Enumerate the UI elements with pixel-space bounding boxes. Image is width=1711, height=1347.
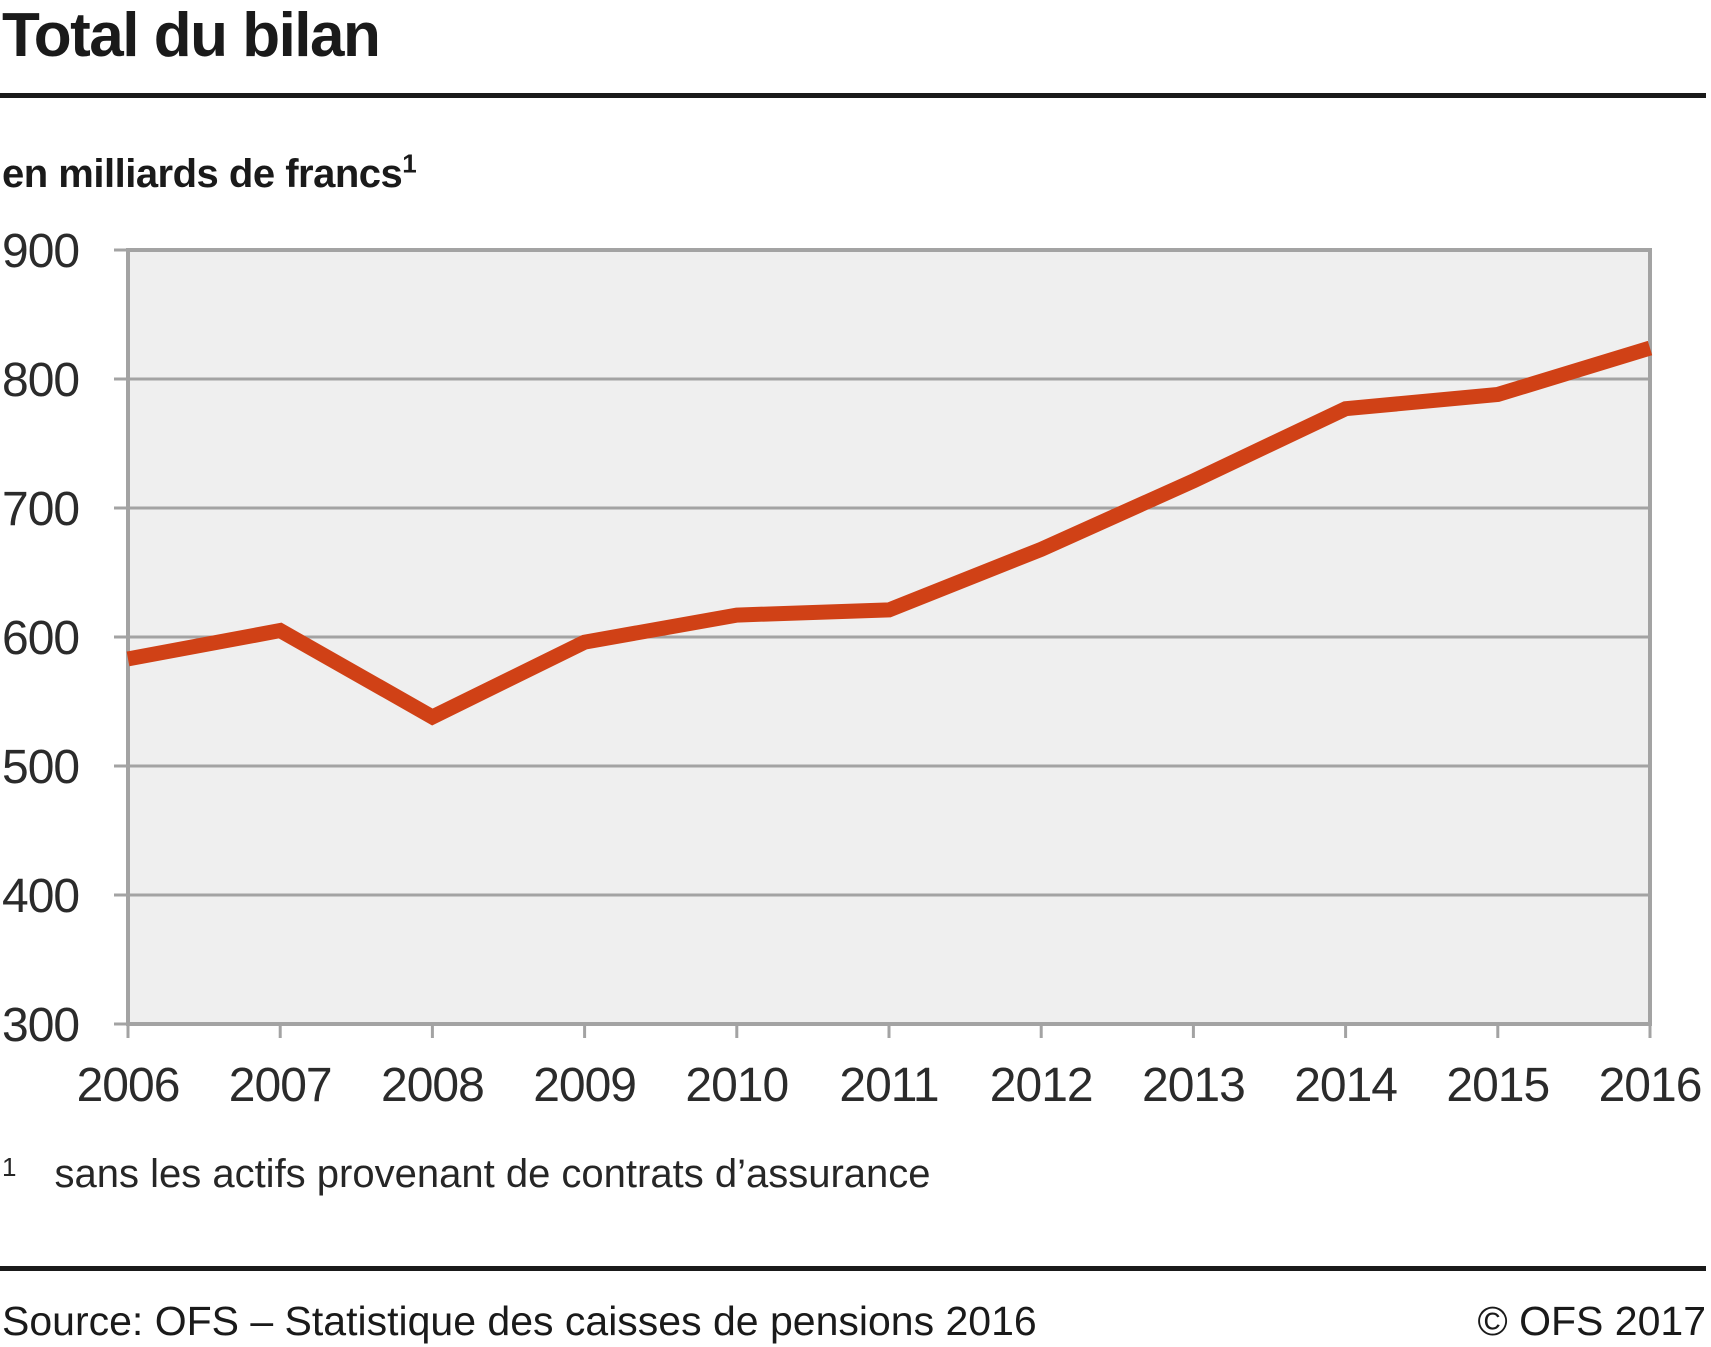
y-axis-label: 900 xyxy=(2,225,79,278)
x-axis-label: 2006 xyxy=(77,1059,180,1112)
title-divider xyxy=(0,93,1706,98)
y-axis-label: 500 xyxy=(2,741,79,794)
chart-footnote: 1 sans les actifs provenant de contrats … xyxy=(2,1152,931,1197)
x-axis-label: 2014 xyxy=(1294,1059,1397,1112)
y-axis-label: 800 xyxy=(2,354,79,407)
x-axis-label: 2009 xyxy=(533,1059,636,1112)
footer-divider xyxy=(0,1266,1706,1271)
x-axis-label: 2011 xyxy=(839,1059,938,1112)
footnote-marker: 1 xyxy=(2,1152,17,1182)
x-axis-label: 2013 xyxy=(1142,1059,1245,1112)
subtitle-footnote-marker: 1 xyxy=(402,148,417,179)
chart-subtitle: en milliards de francs1 xyxy=(2,148,417,197)
x-axis-label: 2007 xyxy=(229,1059,332,1112)
y-axis-label: 300 xyxy=(2,999,79,1052)
subtitle-text: en milliards de francs xyxy=(2,152,403,196)
y-axis-label: 700 xyxy=(2,483,79,536)
x-axis-label: 2012 xyxy=(990,1059,1093,1112)
x-axis-label: 2010 xyxy=(685,1059,788,1112)
y-axis-label: 600 xyxy=(2,612,79,665)
x-axis-label: 2015 xyxy=(1446,1059,1549,1112)
copyright-text: © OFS 2017 xyxy=(1477,1298,1706,1344)
source-text: Source: OFS – Statistique des caisses de… xyxy=(2,1298,1037,1344)
data-line xyxy=(126,340,1653,726)
plot-frame xyxy=(126,248,1652,1026)
footnote-text: sans les actifs provenant de contrats d’… xyxy=(54,1152,931,1196)
x-axis-label: 2016 xyxy=(1599,1059,1702,1112)
y-axis-label: 400 xyxy=(2,870,79,923)
source-bar: Source: OFS – Statistique des caisses de… xyxy=(2,1298,1706,1345)
page-title: Total du bilan xyxy=(2,1,381,70)
x-axis-label: 2008 xyxy=(381,1059,484,1112)
